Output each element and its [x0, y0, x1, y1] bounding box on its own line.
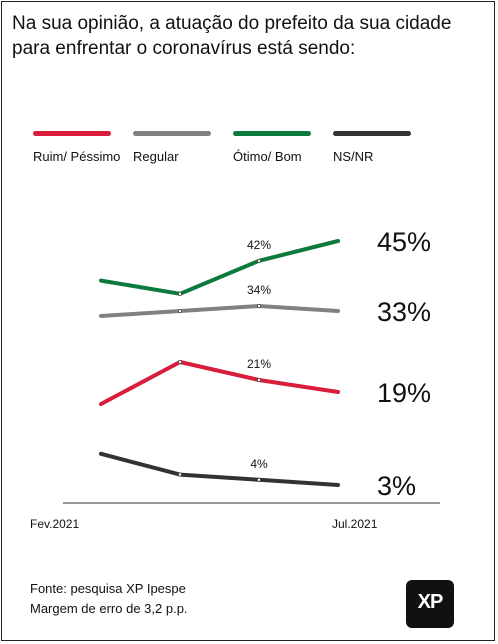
margin-of-error-text: Margem de erro de 3,2 p.p. — [30, 601, 188, 616]
legend-item-otimo-bom: Ótimo/ Bom — [233, 131, 328, 165]
x-tick-label-end: Jul.2021 — [332, 517, 378, 531]
legend-item-ruim-pessimo: Ruim/ Péssimo — [33, 131, 128, 165]
data-point-ruim-pessimo-1 — [177, 359, 182, 364]
end-value-label-ruim-pessimo: 19% — [377, 378, 431, 408]
series-line-ns-nr — [99, 451, 340, 487]
legend-item-ns-nr: NS/NR — [333, 131, 428, 165]
xp-logo: XP — [406, 580, 454, 628]
legend-label-ruim-pessimo: Ruim/ Péssimo — [33, 149, 121, 164]
data-label-ns-nr-2: 4% — [250, 457, 268, 471]
series-line-regular — [99, 304, 340, 318]
legend-swatch-ruim-pessimo — [33, 131, 111, 136]
data-point-regular-2 — [256, 303, 261, 308]
data-point-ns-nr-1 — [177, 472, 182, 477]
x-tick-label-start: Fev.2021 — [30, 517, 80, 531]
legend-item-regular: Regular — [133, 131, 228, 165]
series-line-ruim-pessimo — [99, 360, 340, 406]
data-point-regular-1 — [177, 308, 182, 313]
data-label-ruim-pessimo-2: 21% — [247, 357, 271, 371]
xp-logo-text: XP — [417, 591, 444, 613]
source-note: Fonte: pesquisa XP Ipespe Margem de erro… — [30, 579, 188, 619]
data-label-regular-2: 34% — [247, 283, 271, 297]
legend-swatch-regular — [133, 131, 211, 136]
data-label-otimo-bom-2: 42% — [247, 238, 271, 252]
legend-swatch-otimo-bom — [233, 131, 311, 136]
legend-label-otimo-bom: Ótimo/ Bom — [233, 149, 302, 164]
chart-title: Na sua opinião, a atuação do prefeito da… — [12, 13, 452, 59]
data-point-ruim-pessimo-2 — [256, 377, 261, 382]
data-point-otimo-bom-2 — [256, 258, 261, 263]
source-text: Fonte: pesquisa XP Ipespe — [30, 581, 186, 596]
data-point-ns-nr-2 — [256, 477, 261, 482]
end-value-label-ns-nr: 3% — [377, 471, 416, 501]
legend-label-ns-nr: NS/NR — [333, 149, 374, 164]
legend-swatch-ns-nr — [333, 131, 411, 136]
series-line-otimo-bom — [99, 239, 340, 296]
data-point-otimo-bom-1 — [177, 291, 182, 296]
legend-label-regular: Regular — [133, 149, 179, 164]
end-value-label-regular: 33% — [377, 297, 431, 327]
end-value-label-otimo-bom: 45% — [377, 227, 431, 257]
